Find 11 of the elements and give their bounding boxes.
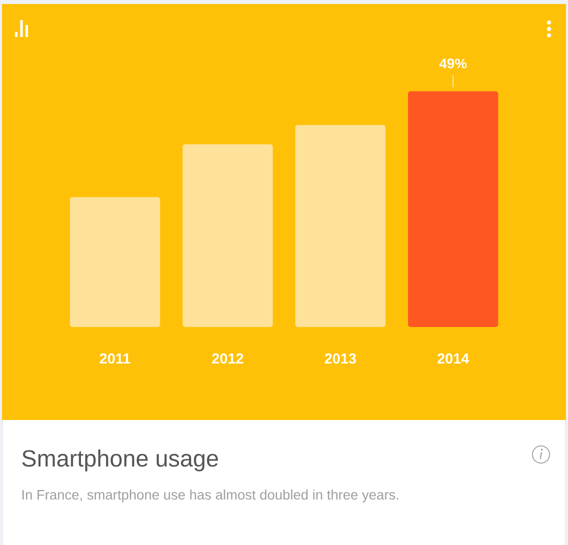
text: Smartphone usage	[22, 450, 218, 472]
bar	[295, 124, 386, 327]
x-tick-label: 2013	[324, 353, 356, 364]
x-tick-label: 2011	[100, 353, 130, 364]
x-tick-label: 2012	[212, 353, 244, 364]
data-label: 49%	[439, 58, 467, 68]
bar	[70, 197, 160, 327]
bar	[408, 91, 498, 327]
text: In France, smartphone use has almost doubled in three years.	[22, 490, 398, 502]
bar	[182, 144, 273, 327]
x-tick-label: 2014	[438, 353, 470, 364]
